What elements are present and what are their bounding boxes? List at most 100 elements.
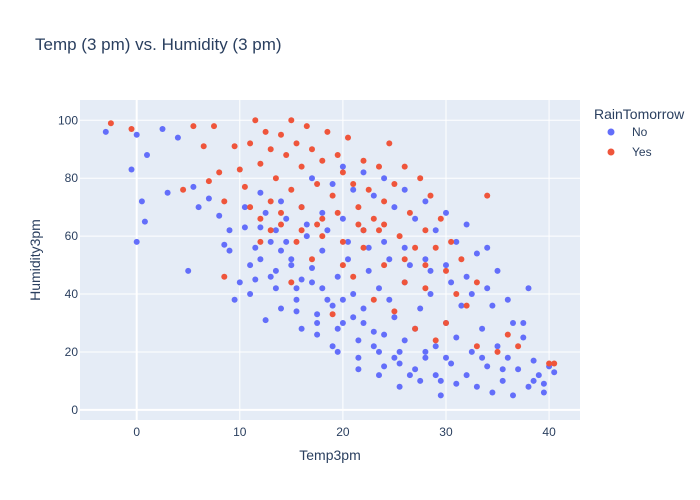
data-point-yes[interactable] (257, 238, 264, 245)
data-point-no[interactable] (432, 372, 439, 379)
data-point-no[interactable] (267, 238, 274, 245)
data-point-yes[interactable] (205, 178, 212, 185)
data-point-no[interactable] (329, 302, 336, 309)
data-point-no[interactable] (293, 285, 300, 292)
data-point-yes[interactable] (504, 331, 511, 338)
data-point-yes[interactable] (329, 192, 336, 199)
data-point-yes[interactable] (200, 143, 207, 150)
data-point-no[interactable] (551, 369, 558, 376)
data-point-yes[interactable] (298, 163, 305, 170)
data-point-no[interactable] (479, 325, 486, 332)
data-point-no[interactable] (267, 273, 274, 280)
data-point-yes[interactable] (278, 209, 284, 216)
data-point-yes[interactable] (339, 238, 346, 245)
data-point-no[interactable] (339, 296, 346, 303)
data-point-no[interactable] (319, 209, 326, 216)
data-point-no[interactable] (376, 285, 382, 292)
data-point-no[interactable] (272, 285, 279, 292)
data-point-no[interactable] (520, 320, 527, 326)
data-point-no[interactable] (247, 262, 254, 269)
data-point-no[interactable] (298, 276, 305, 283)
data-point-no[interactable] (257, 256, 264, 263)
data-point-yes[interactable] (314, 221, 321, 228)
data-point-no[interactable] (432, 343, 439, 350)
data-point-no[interactable] (473, 250, 480, 257)
data-point-no[interactable] (278, 198, 284, 205)
data-point-yes[interactable] (360, 157, 367, 164)
data-point-no[interactable] (473, 383, 480, 390)
data-point-no[interactable] (303, 233, 310, 240)
data-point-yes[interactable] (267, 198, 274, 205)
data-point-no[interactable] (406, 372, 413, 379)
data-point-yes[interactable] (376, 163, 382, 170)
data-point-yes[interactable] (443, 320, 449, 326)
legend[interactable]: RainTomorrow No Yes (594, 106, 685, 159)
data-point-no[interactable] (241, 204, 248, 211)
data-point-yes[interactable] (350, 273, 357, 280)
data-point-no[interactable] (314, 311, 321, 318)
data-point-no[interactable] (190, 183, 197, 190)
data-point-yes[interactable] (401, 163, 408, 170)
data-point-yes[interactable] (551, 360, 558, 367)
data-point-yes[interactable] (365, 186, 372, 193)
data-point-no[interactable] (432, 227, 439, 234)
data-point-no[interactable] (298, 325, 305, 332)
data-point-no[interactable] (386, 256, 393, 263)
data-point-yes[interactable] (314, 181, 321, 187)
data-point-no[interactable] (448, 360, 455, 367)
data-point-no[interactable] (417, 305, 424, 312)
data-point-yes[interactable] (422, 227, 429, 234)
data-point-yes[interactable] (381, 221, 388, 228)
data-point-no[interactable] (164, 189, 171, 196)
data-point-yes[interactable] (267, 146, 274, 153)
data-point-no[interactable] (479, 354, 486, 361)
data-point-no[interactable] (391, 354, 398, 361)
data-point-yes[interactable] (360, 244, 367, 251)
data-point-no[interactable] (453, 238, 460, 245)
data-point-no[interactable] (489, 389, 496, 396)
data-point-no[interactable] (334, 325, 341, 332)
data-point-no[interactable] (396, 383, 403, 390)
data-point-yes[interactable] (463, 302, 470, 309)
data-point-no[interactable] (319, 247, 326, 254)
data-point-yes[interactable] (473, 343, 480, 350)
data-point-yes[interactable] (355, 204, 362, 211)
data-point-no[interactable] (141, 218, 148, 225)
data-point-no[interactable] (262, 209, 269, 216)
data-point-no[interactable] (468, 291, 475, 297)
data-point-no[interactable] (334, 273, 341, 280)
data-point-no[interactable] (252, 244, 259, 251)
data-point-no[interactable] (412, 215, 419, 222)
data-point-no[interactable] (174, 134, 181, 141)
data-point-no[interactable] (345, 238, 351, 245)
data-point-yes[interactable] (236, 166, 243, 173)
data-point-no[interactable] (360, 320, 367, 326)
data-point-no[interactable] (484, 285, 491, 292)
data-point-no[interactable] (365, 244, 372, 251)
data-point-no[interactable] (381, 331, 388, 338)
data-point-no[interactable] (309, 265, 315, 271)
data-point-yes[interactable] (437, 215, 444, 222)
data-point-no[interactable] (443, 209, 449, 216)
data-point-no[interactable] (437, 377, 444, 384)
data-point-yes[interactable] (494, 348, 501, 355)
data-point-no[interactable] (365, 267, 372, 274)
data-point-no[interactable] (443, 354, 449, 361)
data-point-no[interactable] (329, 343, 336, 350)
data-point-yes[interactable] (257, 215, 264, 222)
data-point-no[interactable] (406, 262, 413, 269)
data-point-no[interactable] (427, 267, 434, 274)
data-point-no[interactable] (216, 212, 223, 219)
data-point-yes[interactable] (278, 221, 284, 228)
data-point-no[interactable] (102, 128, 109, 135)
data-point-no[interactable] (401, 337, 408, 344)
data-point-yes[interactable] (324, 128, 331, 135)
data-point-yes[interactable] (216, 169, 223, 176)
data-point-no[interactable] (226, 247, 233, 254)
data-point-yes[interactable] (288, 186, 295, 193)
data-point-no[interactable] (355, 337, 362, 344)
data-point-yes[interactable] (303, 123, 310, 130)
data-point-no[interactable] (448, 279, 455, 286)
data-point-yes[interactable] (319, 157, 326, 164)
data-point-yes[interactable] (339, 169, 346, 176)
